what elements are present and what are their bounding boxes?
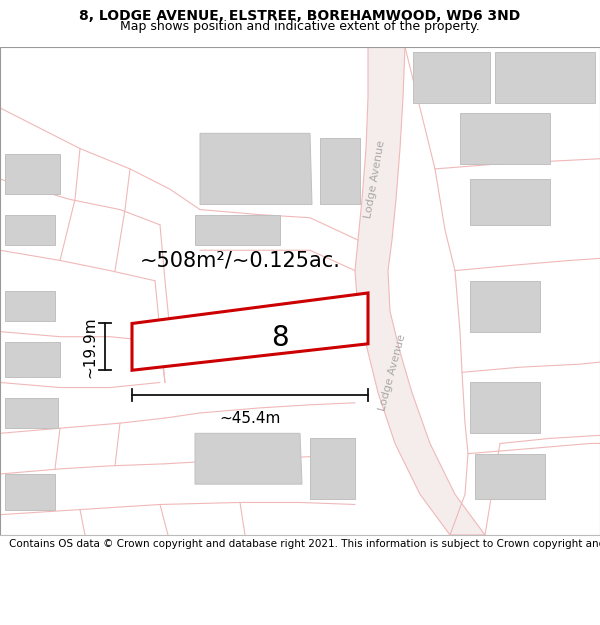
Polygon shape (195, 433, 302, 484)
Text: 8: 8 (271, 324, 289, 352)
Polygon shape (5, 474, 55, 509)
Text: 8, LODGE AVENUE, ELSTREE, BOREHAMWOOD, WD6 3ND: 8, LODGE AVENUE, ELSTREE, BOREHAMWOOD, W… (79, 9, 521, 23)
Text: Map shows position and indicative extent of the property.: Map shows position and indicative extent… (120, 20, 480, 32)
Polygon shape (200, 133, 312, 204)
Polygon shape (5, 154, 60, 194)
Text: Lodge Avenue: Lodge Avenue (363, 139, 387, 219)
Polygon shape (5, 214, 55, 245)
Text: ~19.9m: ~19.9m (82, 316, 97, 378)
Text: ~508m²/~0.125ac.: ~508m²/~0.125ac. (140, 251, 340, 271)
Polygon shape (5, 342, 60, 377)
Polygon shape (470, 382, 540, 433)
Text: ~45.4m: ~45.4m (220, 411, 281, 426)
Polygon shape (413, 52, 490, 102)
Polygon shape (460, 113, 550, 164)
Polygon shape (470, 179, 550, 225)
Polygon shape (5, 398, 58, 428)
Polygon shape (470, 281, 540, 332)
Polygon shape (495, 52, 595, 102)
Polygon shape (5, 291, 55, 321)
Polygon shape (320, 138, 360, 204)
Polygon shape (195, 214, 280, 245)
Text: Lodge Avenue: Lodge Avenue (377, 333, 407, 412)
Polygon shape (355, 47, 485, 535)
Text: Contains OS data © Crown copyright and database right 2021. This information is : Contains OS data © Crown copyright and d… (9, 539, 600, 549)
Polygon shape (132, 293, 368, 370)
Polygon shape (475, 454, 545, 499)
Polygon shape (310, 438, 355, 499)
